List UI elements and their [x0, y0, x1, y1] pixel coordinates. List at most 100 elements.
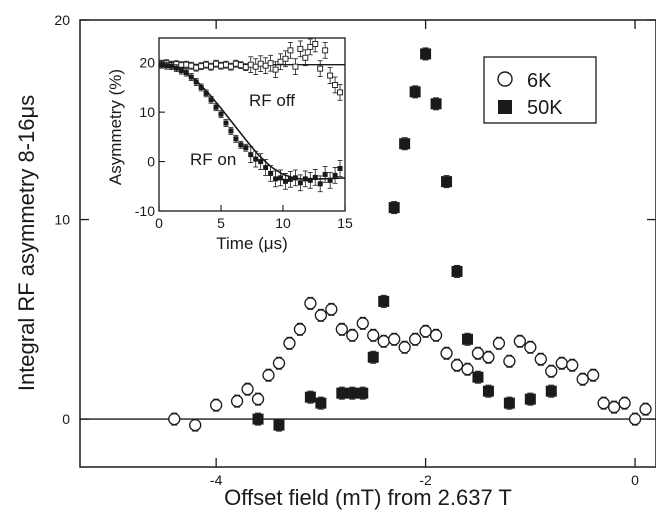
inset-point-rf-on [273, 176, 279, 182]
inset-point-rf-on [163, 63, 169, 69]
main-point-6k [450, 359, 464, 372]
inset-y-tick-label: 10 [139, 104, 155, 120]
main-point-6k [377, 335, 390, 348]
inset-point-rf-off [332, 82, 339, 88]
inset-point-rf-off [232, 60, 239, 67]
main-point-6k [209, 398, 223, 412]
inset-y-tick-label: -10 [135, 203, 155, 219]
inset-point-rf-on [268, 170, 274, 176]
inset-point-rf-off [193, 64, 200, 71]
inset-point-rf-on [317, 181, 323, 187]
main-point-6k [168, 412, 181, 426]
inset-point-rf-off [277, 58, 284, 65]
inset-point-rf-off [198, 63, 205, 70]
inset-point-rf-on [223, 120, 229, 126]
main-point-50k [441, 176, 453, 188]
inset-point-rf-on [188, 74, 194, 80]
main-y-tick-label: 10 [54, 212, 70, 228]
inset-x-tick-label: 15 [337, 215, 353, 231]
main-point-6k [566, 359, 579, 372]
main-point-50k [430, 98, 442, 110]
main-point-50k [451, 265, 463, 277]
main-x-tick-label: -2 [419, 472, 432, 488]
main-point-6k [408, 333, 422, 346]
main-point-6k [398, 341, 411, 354]
main-point-50k [304, 391, 316, 403]
main-point-6k [440, 347, 453, 360]
inset-point-rf-on [302, 176, 308, 182]
inset-point-rf-off [223, 61, 229, 68]
inset-x-tick-label: 0 [155, 215, 163, 231]
main-point-6k [356, 317, 369, 330]
inset-point-rf-on [322, 171, 328, 177]
inset-point-rf-off [287, 47, 294, 54]
main-point-6k [587, 369, 600, 382]
legend-6k-label: 6K [527, 70, 552, 92]
inset-point-rf-off [247, 61, 254, 68]
inset-y-tick-label: 0 [147, 154, 155, 170]
main-point-50k [399, 138, 411, 150]
main-point-6k [262, 369, 275, 382]
inset-point-rf-on [332, 172, 338, 178]
legend-50k-label: 50K [527, 97, 563, 119]
main-point-6k [429, 329, 443, 342]
inset-point-rf-off [292, 63, 299, 70]
inset-point-rf-on [158, 62, 164, 68]
inset-point-rf-on [203, 90, 209, 96]
inset-point-rf-on [183, 70, 189, 76]
main-point-6k [576, 373, 589, 386]
inset-point-rf-off [242, 64, 249, 71]
inset-point-rf-off [237, 62, 244, 69]
main-point-6k [471, 347, 485, 360]
inset-point-rf-off [312, 40, 319, 47]
main-point-50k [472, 371, 484, 383]
main-point-6k [251, 393, 265, 406]
main-point-6k [607, 400, 621, 414]
main-point-50k [336, 387, 348, 399]
main-panel: -4 -2 0 0 10 20 Offset field (mT) from 2.637 … [14, 12, 656, 510]
inset-point-rf-on [248, 152, 254, 158]
main-point-6k [335, 323, 348, 336]
main-point-6k [241, 383, 254, 396]
inset-point-rf-on [297, 180, 303, 186]
main-point-6k [189, 418, 202, 432]
inset-annotation-rf-on: RF on [190, 150, 236, 169]
main-ticks: -4 -2 0 0 10 20 [54, 12, 656, 488]
inset-point-rf-on [233, 136, 239, 142]
main-point-6k [325, 303, 338, 316]
inset-point-rf-off [183, 61, 190, 68]
main-point-6k [419, 325, 432, 338]
main-x-tick-label: -4 [210, 472, 223, 488]
main-point-6k [513, 335, 527, 348]
inset-marks [158, 37, 343, 193]
inset-point-rf-on [198, 84, 204, 90]
inset-point-rf-off [297, 45, 304, 52]
main-point-6k [461, 363, 474, 376]
main-point-6k [283, 337, 296, 350]
inset-y-tick-label: 20 [139, 55, 155, 71]
inset-point-rf-on [312, 174, 318, 180]
inset-point-rf-off [337, 89, 343, 96]
main-point-6k [230, 394, 244, 408]
inset-point-rf-off [208, 63, 215, 70]
main-point-50k [378, 295, 390, 307]
inset-point-rf-on [278, 175, 284, 181]
main-point-6k [555, 357, 568, 370]
inset-point-rf-off [203, 61, 210, 68]
main-point-6k [304, 297, 317, 310]
main-plot-frame [79, 19, 656, 468]
main-point-6k [503, 355, 516, 368]
main-point-6k [545, 365, 558, 378]
inset-plot-frame [158, 37, 346, 212]
main-point-6k [628, 412, 642, 426]
main-y-axis-label: Integral RF asymmetry 8-16μs [14, 95, 39, 391]
main-point-50k [367, 351, 379, 363]
main-point-6k [618, 396, 631, 410]
inset-point-rf-on [238, 142, 244, 148]
main-point-50k [388, 202, 400, 214]
inset-point-rf-on [292, 175, 298, 181]
inset-point-rf-off [188, 62, 195, 69]
inset-point-rf-on [173, 65, 179, 71]
legend-50k-marker [498, 100, 512, 114]
